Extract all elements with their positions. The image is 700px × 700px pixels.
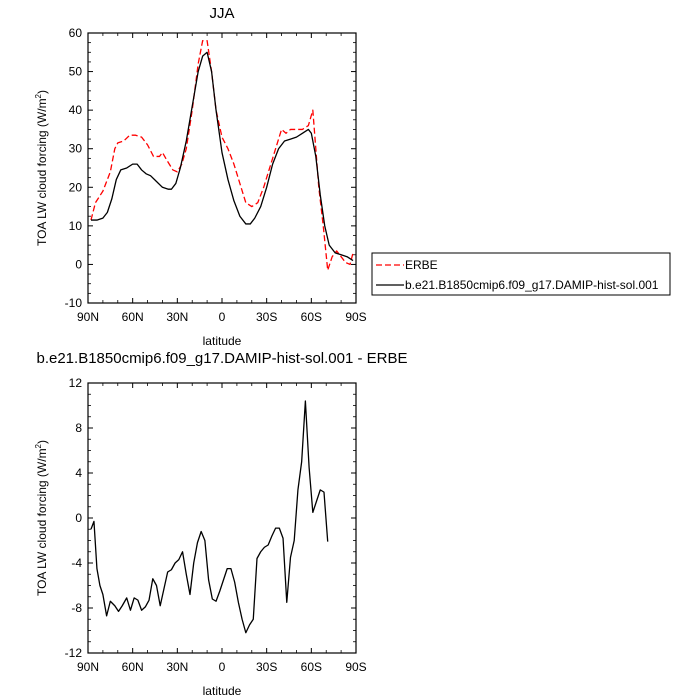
legend-box: [371, 252, 671, 296]
top-x-tick-label: 90S: [345, 310, 366, 324]
bottom-y-tick-label: 12: [69, 376, 83, 390]
bottom-y-axis-label-sup: 2: [34, 443, 43, 448]
top-y-tick-label: -10: [65, 296, 83, 310]
bottom-y-axis: -12 -8 -4 0 4 8 12: [65, 376, 356, 660]
bottom-x-tick-label: 60N: [122, 660, 144, 674]
top-y-tick-label: 10: [69, 219, 83, 233]
bottom-y-tick-label: -4: [71, 556, 82, 570]
bottom-panel: b.e21.B1850cmip6.f09_g17.DAMIP-hist-sol.…: [34, 350, 408, 698]
top-y-axis-label-sup: 2: [34, 93, 43, 98]
bottom-x-tick-label: 30N: [166, 660, 188, 674]
bottom-x-tick-label: 90S: [345, 660, 366, 674]
bottom-x-tick-label: 30S: [256, 660, 277, 674]
top-y-tick-label: 60: [69, 26, 83, 40]
top-x-axis: 90N 60N 30N 0 30S 60S 90S: [77, 33, 367, 324]
legend-erbe-label: ERBE: [405, 258, 438, 272]
legend: ERBE b.e21.B1850cmip6.f09_g17.DAMIP-hist…: [371, 252, 671, 296]
bottom-x-tick-label: 0: [219, 660, 226, 674]
bottom-series-line-model: [90, 400, 329, 634]
bottom-x-axis-label: latitude: [203, 684, 242, 698]
bottom-y-axis-label-close: ): [35, 440, 49, 444]
top-y-axis-label: TOA LW cloud forcing (W/m2): [34, 90, 49, 246]
top-x-tick-label: 90N: [77, 310, 99, 324]
bottom-y-tick-label: -8: [71, 601, 82, 615]
bottom-y-tick-label: 4: [75, 466, 82, 480]
top-series-line-erbe: [90, 40, 354, 271]
top-y-tick-label: 50: [69, 65, 83, 79]
top-x-tick-label: 30S: [256, 310, 277, 324]
top-x-tick-label: 0: [219, 310, 226, 324]
top-y-tick-label: 40: [69, 103, 83, 117]
top-y-tick-label: 0: [75, 257, 82, 271]
legend-model-label: b.e21.B1850cmip6.f09_g17.DAMIP-hist-sol.…: [405, 278, 659, 292]
bottom-y-tick-label: 0: [75, 511, 82, 525]
bottom-x-tick-label: 90N: [77, 660, 99, 674]
bottom-x-axis: 90N 60N 30N 0 30S 60S 90S: [77, 383, 367, 674]
top-chart-title: JJA: [209, 5, 234, 22]
top-plot-frame: [87, 32, 357, 304]
top-x-axis-label: latitude: [203, 334, 242, 348]
top-panel: JJA -10 0 10 20 30 40 50 60 90N 60N 30N 0 30S 60S 90S…: [34, 5, 367, 348]
top-series-group: [90, 40, 354, 271]
top-x-tick-label: 60S: [301, 310, 322, 324]
top-y-tick-label: 20: [69, 180, 83, 194]
bottom-y-axis-label-main: TOA LW cloud forcing (W/m: [35, 448, 49, 596]
top-y-tick-label: 30: [69, 142, 83, 156]
bottom-y-axis-label: TOA LW cloud forcing (W/m2): [34, 440, 49, 596]
bottom-plot-frame: [87, 382, 357, 654]
top-x-tick-label: 60N: [122, 310, 144, 324]
top-x-tick-label: 30N: [166, 310, 188, 324]
top-y-axis: -10 0 10 20 30 40 50 60: [65, 26, 356, 310]
top-series-line-model: [90, 51, 354, 262]
bottom-y-tick-label: 8: [75, 421, 82, 435]
bottom-chart-title: b.e21.B1850cmip6.f09_g17.DAMIP-hist-sol.…: [36, 350, 407, 367]
bottom-y-tick-label: -12: [65, 646, 83, 660]
bottom-x-tick-label: 60S: [301, 660, 322, 674]
top-y-axis-label-close: ): [35, 90, 49, 94]
top-y-axis-label-main: TOA LW cloud forcing (W/m: [35, 98, 49, 246]
bottom-series-group: [90, 400, 329, 634]
